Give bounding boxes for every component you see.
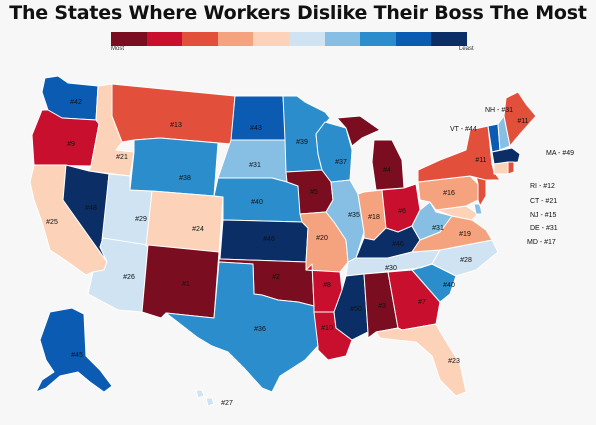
state-ma[interactable] — [491, 147, 521, 165]
rank-label-or: #9 — [67, 141, 75, 148]
legend-most-label: Most — [111, 46, 125, 52]
legend-swatch — [324, 32, 361, 46]
rank-label-az: #26 — [123, 274, 135, 281]
rank-label-wi: #37 — [335, 159, 347, 166]
legend-swatch — [217, 32, 254, 46]
legend-swatch — [288, 32, 325, 46]
state-wv[interactable] — [411, 201, 453, 241]
state-me[interactable] — [503, 91, 537, 147]
rank-label-in: #18 — [368, 214, 380, 221]
legend-swatch — [146, 32, 183, 46]
state-nj[interactable] — [475, 175, 487, 207]
rank-label-me: #11 — [517, 118, 528, 125]
rank-label-ny: #11 — [475, 157, 486, 164]
rank-label-id: #21 — [116, 154, 128, 161]
state-sd[interactable] — [217, 139, 288, 183]
callout-ma: MA - #49 — [546, 150, 574, 157]
state-nd[interactable] — [230, 95, 287, 141]
rank-label-nv: #48 — [85, 205, 97, 212]
rank-label-tn: #30 — [385, 265, 397, 272]
state-ri[interactable] — [507, 161, 515, 175]
legend-swatch — [253, 32, 289, 46]
state-fl[interactable] — [375, 323, 467, 397]
state-nc[interactable] — [419, 239, 499, 277]
callout-nj: NJ - #15 — [530, 212, 557, 219]
state-wy[interactable] — [129, 137, 219, 197]
callout-md: MD - #17 — [527, 239, 556, 246]
rank-label-mt: #13 — [170, 122, 182, 129]
rank-label-pa: #16 — [443, 190, 455, 197]
legend-swatch — [111, 32, 147, 46]
rank-label-ar: #8 — [323, 282, 331, 289]
rank-label-nc: #28 — [460, 257, 472, 264]
rank-label-nd: #43 — [250, 125, 262, 132]
rank-label-mn: #39 — [296, 139, 308, 146]
state-ms[interactable] — [333, 273, 369, 341]
state-mt[interactable] — [111, 83, 236, 145]
legend-least-label: Least — [459, 46, 474, 52]
state-ny[interactable] — [417, 125, 501, 183]
rank-label-ky: #46 — [392, 241, 404, 248]
rank-label-ia: #5 — [310, 189, 318, 196]
rank-label-mi: #4 — [383, 167, 391, 174]
rank-label-fl: #23 — [448, 358, 460, 365]
state-de[interactable] — [473, 203, 483, 215]
legend-swatch — [431, 32, 467, 46]
rank-label-wv: #31 — [432, 225, 444, 232]
callout-nh: NH - #31 — [485, 107, 513, 114]
rank-label-al: #3 — [378, 303, 386, 310]
rank-label-ks: #46 — [263, 236, 275, 243]
rank-label-mo: #20 — [316, 235, 328, 242]
rank-label-va: #19 — [459, 231, 471, 238]
rank-label-ok: #2 — [272, 274, 280, 281]
callout-vt: VT - #44 — [450, 126, 477, 133]
state-pa[interactable] — [417, 175, 479, 211]
rank-label-sd: #31 — [249, 162, 261, 169]
rank-label-ca: #25 — [46, 219, 58, 226]
rank-label-wy: #38 — [179, 175, 191, 182]
callout-de: DE - #31 — [530, 225, 558, 232]
rank-label-ms: #50 — [350, 306, 362, 313]
rank-label-ga: #7 — [418, 299, 426, 306]
rank-label-ak: #45 — [71, 352, 83, 359]
rank-label-ne: #40 — [251, 199, 263, 206]
rank-label-la: #10 — [321, 325, 333, 332]
rank-label-sc: #40 — [443, 282, 455, 289]
rank-label-oh: #6 — [398, 208, 406, 215]
state-ak[interactable] — [35, 307, 113, 393]
rank-label-il: #35 — [348, 212, 360, 219]
state-ct[interactable] — [493, 161, 509, 175]
rank-label-wa: #42 — [70, 99, 82, 106]
rank-label-tx: #36 — [254, 326, 266, 333]
state-co[interactable] — [145, 190, 224, 253]
legend-swatch — [395, 32, 432, 46]
legend-swatch — [182, 32, 218, 46]
state-tx[interactable] — [165, 261, 319, 393]
rank-label-nm: #1 — [182, 281, 190, 288]
page-title: The States Where Workers Dislike Their B… — [9, 2, 587, 24]
rank-label-hi: #27 — [221, 400, 233, 407]
state-hi[interactable] — [195, 389, 215, 407]
state-nm[interactable] — [141, 244, 220, 319]
callout-ri: RI - #12 — [530, 183, 555, 190]
callout-ct: CT - #21 — [530, 198, 557, 205]
rank-label-ut: #29 — [135, 216, 147, 223]
color-legend — [111, 32, 467, 46]
rank-label-co: #24 — [192, 226, 204, 233]
legend-swatch — [360, 32, 396, 46]
